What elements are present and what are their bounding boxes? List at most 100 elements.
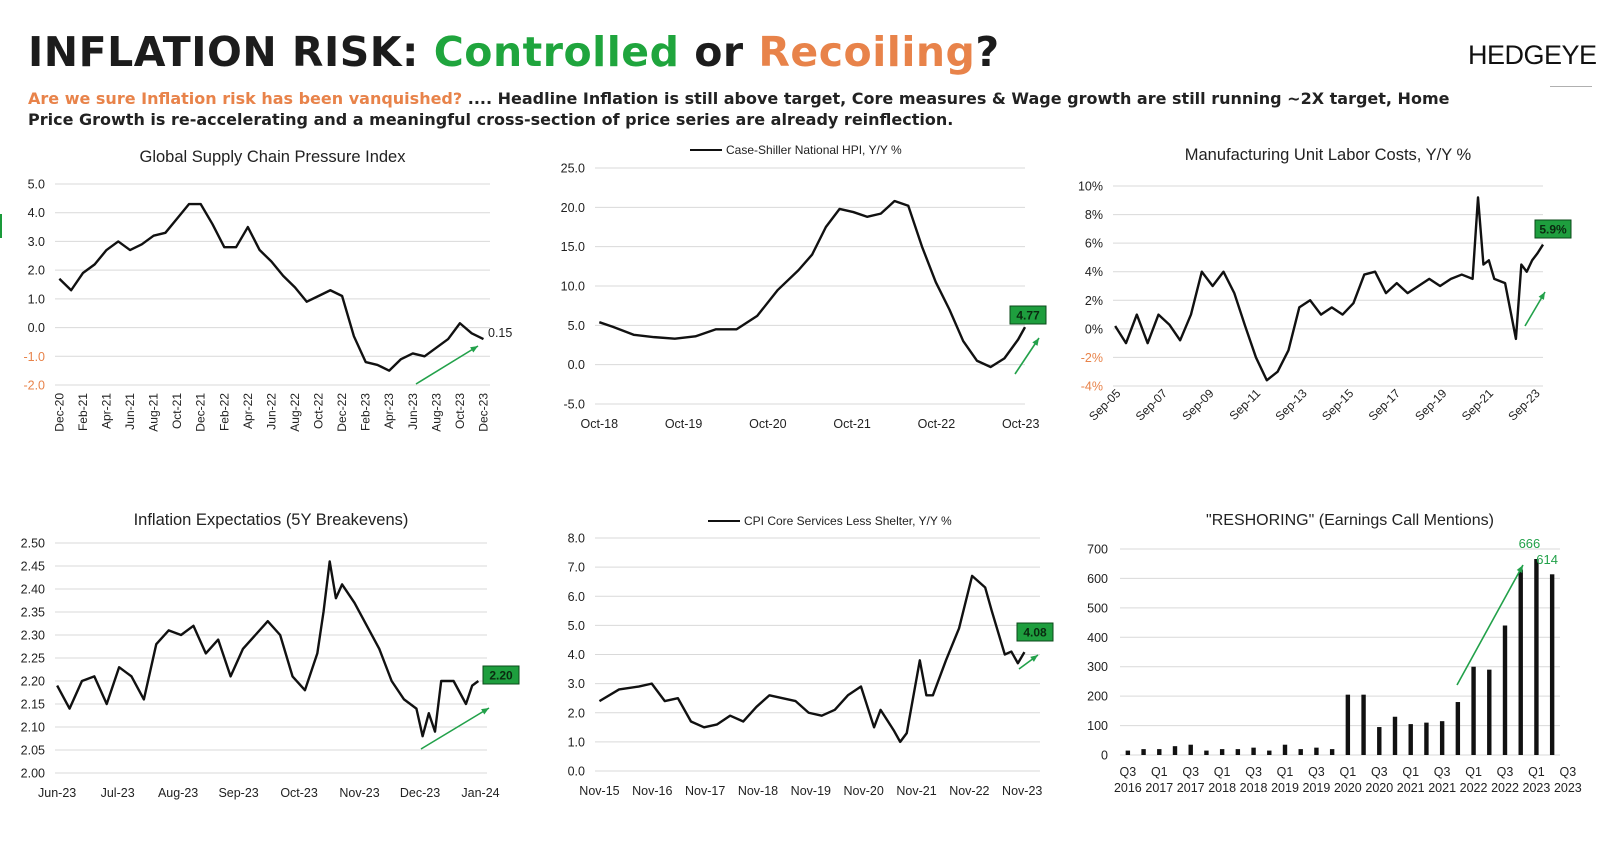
series-line bbox=[598, 199, 1027, 369]
x-tick-label: Oct-22 bbox=[312, 393, 326, 429]
x-tick-label: Nov-23 bbox=[339, 786, 379, 800]
x-tick-label: Nov-19 bbox=[791, 784, 831, 798]
y-tick-label: 4% bbox=[1085, 265, 1103, 279]
series-line bbox=[598, 574, 1026, 744]
trend-arrow-head bbox=[1030, 655, 1038, 662]
bar-annotation: 614 bbox=[1536, 552, 1558, 567]
y-tick-label: 700 bbox=[1087, 543, 1108, 557]
y-tick-label: 8.0 bbox=[568, 532, 585, 546]
y-tick-label: 1.0 bbox=[568, 735, 585, 749]
bar bbox=[1361, 694, 1366, 755]
end-value-badge-text: 5.9% bbox=[1539, 223, 1567, 237]
bar bbox=[1392, 716, 1398, 755]
end-value-badge-box bbox=[1016, 622, 1054, 642]
bar bbox=[1471, 666, 1476, 755]
y-tick-label: 0.0 bbox=[28, 321, 45, 335]
x-tick-label: Jun-21 bbox=[123, 393, 137, 430]
chart-title: Inflation Expectatios (5Y Breakevens) bbox=[134, 511, 409, 529]
bar bbox=[1314, 747, 1319, 755]
x-tick-label: Dec-23 bbox=[476, 393, 490, 432]
chart-svg: Inflation Expectatios (5Y Breakevens) 2.5… bbox=[21, 511, 520, 800]
end-value-badge-box bbox=[482, 665, 520, 685]
series-line bbox=[1114, 196, 1545, 382]
series-line bbox=[56, 560, 480, 738]
x-tick-label: Jan-24 bbox=[461, 786, 499, 800]
x-tick-label: Q3 bbox=[1560, 765, 1577, 779]
x-tick-year-label: 2019 bbox=[1271, 781, 1299, 795]
x-tick-year-label: 2017 bbox=[1145, 781, 1173, 795]
x-tick-label: Q3 bbox=[1308, 765, 1325, 779]
x-tick-year-label: 2020 bbox=[1365, 781, 1393, 795]
chart-reshoring: "RESHORING" (Earnings Call Mentions) 700 6… bbox=[1065, 505, 1600, 815]
x-tick-label: Q3 bbox=[1245, 765, 1262, 779]
bar bbox=[1219, 749, 1225, 755]
y-tick-label: 2.45 bbox=[21, 560, 45, 574]
trend-arrow-head bbox=[1538, 292, 1545, 300]
x-tick-label: Nov-23 bbox=[1002, 784, 1042, 798]
x-tick-label: Q1 bbox=[1402, 765, 1419, 779]
y-tick-label: -4% bbox=[1081, 380, 1103, 394]
x-tick-label: Jun-22 bbox=[264, 393, 278, 430]
x-tick-year-label: 2018 bbox=[1240, 781, 1268, 795]
trend-arrow bbox=[1456, 564, 1524, 686]
x-tick-label: Apr-22 bbox=[241, 393, 255, 429]
bar bbox=[1188, 744, 1193, 755]
bar bbox=[1502, 625, 1508, 755]
x-tick-label: Oct-23 bbox=[453, 393, 467, 429]
x-tick-label: Oct-23 bbox=[1002, 417, 1040, 431]
y-tick-label: 2.50 bbox=[21, 537, 45, 551]
y-tick-label: 500 bbox=[1087, 601, 1108, 615]
x-tick-year-label: 2022 bbox=[1491, 781, 1519, 795]
y-tick-label: 2.30 bbox=[21, 629, 45, 643]
y-tick-label: 1.0 bbox=[28, 292, 45, 306]
y-tick-label: 4.0 bbox=[28, 206, 45, 220]
y-tick-label: 6% bbox=[1085, 237, 1103, 251]
x-tick-label: Sep-17 bbox=[1366, 386, 1403, 423]
bar bbox=[1282, 744, 1288, 755]
y-tick-label: 2.00 bbox=[21, 767, 45, 781]
y-tick-label: -2% bbox=[1081, 351, 1103, 365]
x-tick-label: Nov-15 bbox=[579, 784, 619, 798]
y-tick-label: -5.0 bbox=[563, 398, 585, 412]
y-tick-label: 5.0 bbox=[568, 619, 585, 633]
y-tick-label: 20.0 bbox=[561, 201, 585, 215]
x-tick-label: Aug-21 bbox=[147, 393, 161, 432]
bar bbox=[1424, 722, 1429, 755]
x-tick-label: Nov-22 bbox=[949, 784, 989, 798]
x-tick-label: Q1 bbox=[1465, 765, 1482, 779]
logo-divider bbox=[1550, 86, 1592, 87]
y-tick-label: 3.0 bbox=[568, 677, 585, 691]
bar bbox=[1549, 574, 1555, 755]
x-tick-label: Nov-16 bbox=[632, 784, 672, 798]
x-tick-label: Sep-11 bbox=[1227, 386, 1264, 423]
bar bbox=[1267, 750, 1272, 755]
bar bbox=[1439, 721, 1445, 755]
x-tick-label: Q1 bbox=[1214, 765, 1231, 779]
series-line bbox=[58, 202, 485, 372]
y-tick-label: 2.0 bbox=[568, 706, 585, 720]
y-tick-label: 100 bbox=[1087, 719, 1108, 733]
hedgeye-logo: HEDGEYE bbox=[1468, 40, 1597, 70]
end-value-badge-text: 2.20 bbox=[489, 669, 513, 683]
y-tick-label: 8% bbox=[1085, 208, 1103, 222]
bar bbox=[1455, 702, 1461, 755]
x-tick-label: Dec-21 bbox=[194, 393, 208, 432]
y-tick-label: 7.0 bbox=[568, 561, 585, 575]
chart-title: "RESHORING" (Earnings Call Mentions) bbox=[1206, 512, 1494, 529]
x-tick-label: Aug-23 bbox=[429, 393, 443, 432]
bar-annotation: 666 bbox=[1519, 536, 1541, 551]
chart-case-shiller: Case-Shiller National HPI, Y/Y % 25.0 20.0… bbox=[540, 140, 1060, 450]
end-value-badge-text: 4.77 bbox=[1016, 309, 1040, 323]
x-tick-year-label: 2023 bbox=[1523, 781, 1551, 795]
x-tick-label: Q3 bbox=[1497, 765, 1514, 779]
x-tick-label: Jun-23 bbox=[406, 393, 420, 430]
x-tick-label: Sep-15 bbox=[1319, 386, 1356, 423]
legend-label: Case-Shiller National HPI, Y/Y % bbox=[726, 143, 902, 157]
bar bbox=[1534, 559, 1539, 755]
x-tick-label: Apr-23 bbox=[382, 393, 396, 429]
chart-svg: "RESHORING" (Earnings Call Mentions) 700 6… bbox=[1087, 512, 1582, 795]
chart-cpi-core-services: CPI Core Services Less Shelter, Y/Y % 8.0… bbox=[540, 505, 1060, 815]
y-tick-label: 2% bbox=[1085, 294, 1103, 308]
bar bbox=[1487, 669, 1492, 755]
x-tick-label: Apr-21 bbox=[99, 393, 113, 429]
